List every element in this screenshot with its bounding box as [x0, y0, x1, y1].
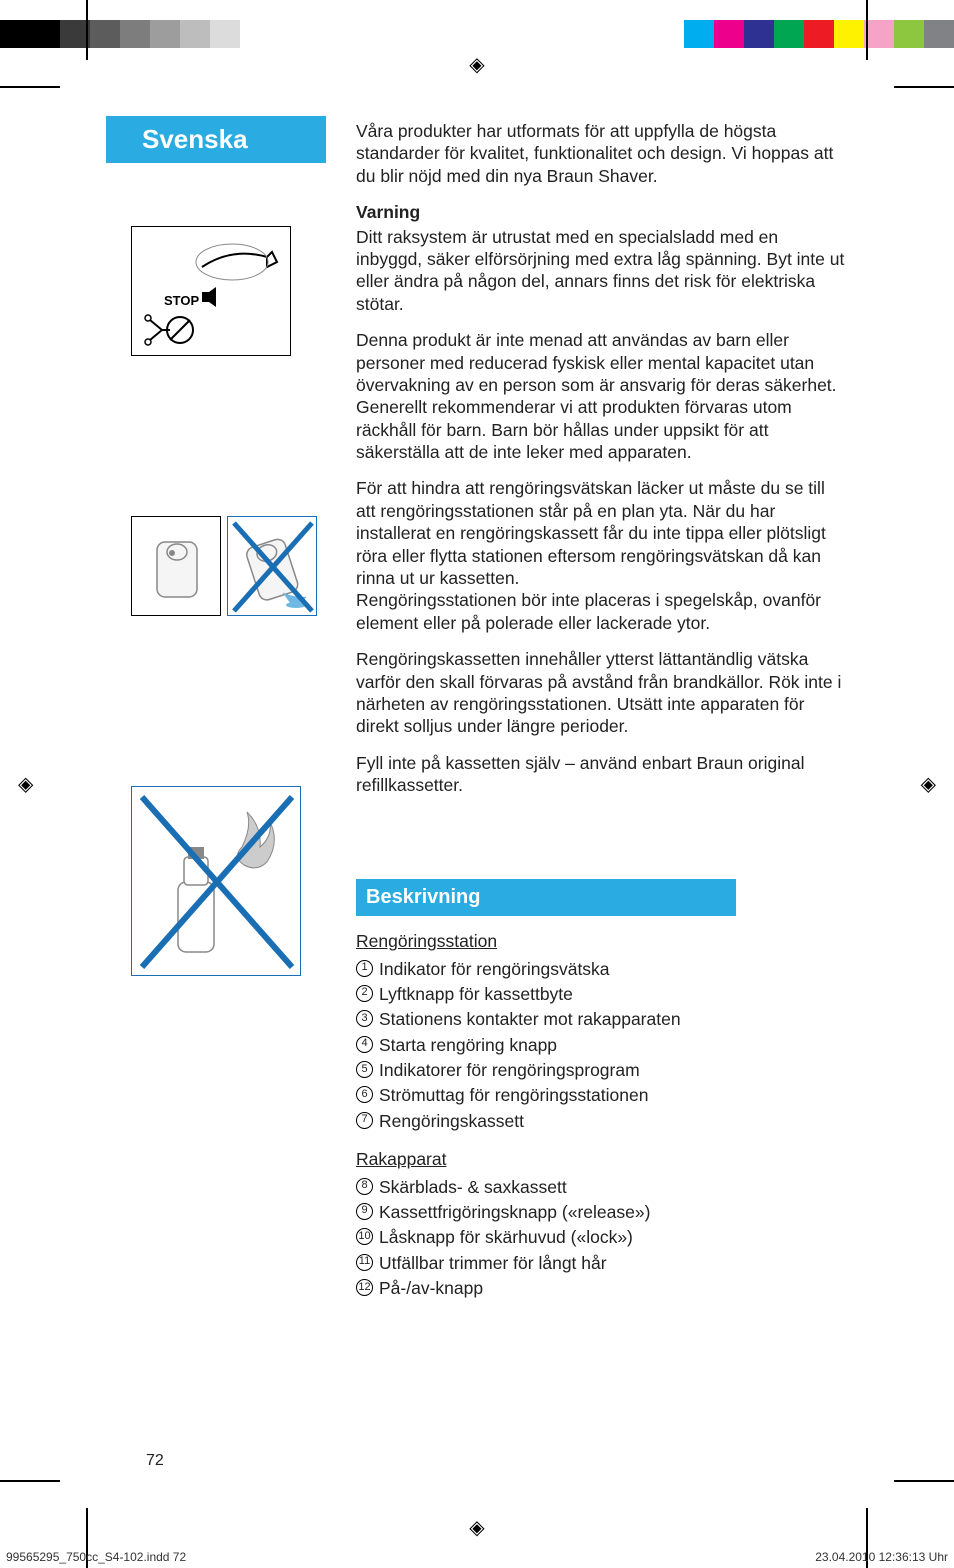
- circled-number-icon: 12: [356, 1279, 373, 1296]
- footer-filename: 99565295_750cc_S4-102.indd 72: [6, 1550, 186, 1564]
- color-chip: [894, 20, 924, 48]
- color-chip: [744, 20, 774, 48]
- body-text: Våra produkter har utformats för att upp…: [356, 120, 848, 1301]
- list-item-label: Stationens kontakter mot rakapparaten: [379, 1007, 681, 1032]
- circled-number-icon: 4: [356, 1036, 373, 1053]
- color-chip: [834, 20, 864, 48]
- registration-mark-icon: ◈: [469, 1515, 484, 1540]
- warning-heading: Varning: [356, 201, 848, 223]
- list-item: 3 Stationens kontakter mot rakapparaten: [356, 1007, 848, 1032]
- crop-mark: [894, 86, 954, 88]
- color-chip: [210, 20, 240, 48]
- color-chip: [774, 20, 804, 48]
- illustration-column: STOP: [131, 226, 331, 1016]
- color-chip: [924, 20, 954, 48]
- crop-mark: [86, 0, 88, 60]
- circled-number-icon: 7: [356, 1112, 373, 1129]
- list-item: 1 Indikator för rengöringsvätska: [356, 957, 848, 982]
- color-chip: [0, 20, 30, 48]
- subheading: Rakapparat: [356, 1148, 848, 1170]
- circled-number-icon: 3: [356, 1010, 373, 1027]
- language-header: Svenska: [106, 116, 326, 163]
- color-chip: [150, 20, 180, 48]
- warning-paragraph: Ditt raksystem är utrustat med en specia…: [356, 226, 848, 316]
- circled-number-icon: 6: [356, 1086, 373, 1103]
- crop-mark: [866, 0, 868, 60]
- footer-timestamp: 23.04.2010 12:36:13 Uhr: [815, 1550, 948, 1564]
- circled-number-icon: 2: [356, 985, 373, 1002]
- list-item: 7 Rengöringskassett: [356, 1109, 848, 1134]
- list-item: 9 Kassettfrigöringsknapp («release»): [356, 1200, 848, 1225]
- list-item-label: Strömuttag för rengöringsstationen: [379, 1083, 648, 1108]
- list-item-label: Skärblads- & saxkassett: [379, 1175, 567, 1200]
- color-chip: [714, 20, 744, 48]
- list-item-label: Lyftknapp för kassettbyte: [379, 982, 573, 1007]
- warning-paragraph: Fyll inte på kassetten själv – använd en…: [356, 752, 848, 797]
- section-heading: Beskrivning: [356, 879, 736, 917]
- list-item-label: Låsknapp för skärhuvud («lock»): [379, 1225, 633, 1250]
- crop-mark: [894, 1480, 954, 1482]
- registration-mark-icon: ◈: [18, 772, 33, 797]
- color-chip: [240, 20, 270, 48]
- print-color-bar: [0, 20, 954, 48]
- registration-mark-icon: ◈: [469, 52, 484, 77]
- page-content: Svenska STOP: [86, 86, 868, 1482]
- list-item: 6 Strömuttag för rengöringsstationen: [356, 1083, 848, 1108]
- warning-paragraph: Denna produkt är inte menad att användas…: [356, 329, 848, 463]
- list-item-label: Indikatorer för rengöringsprogram: [379, 1058, 640, 1083]
- list-item-label: Starta rengöring knapp: [379, 1033, 557, 1058]
- crop-mark: [0, 86, 60, 88]
- color-chip: [804, 20, 834, 48]
- description-list-shaver: 8 Skärblads- & saxkassett 9 Kassettfrigörin…: [356, 1175, 848, 1302]
- list-item-label: Utfällbar trimmer för långt hår: [379, 1251, 607, 1276]
- circled-number-icon: 8: [356, 1178, 373, 1195]
- list-item: 5 Indikatorer för rengöringsprogram: [356, 1058, 848, 1083]
- crop-mark: [0, 1480, 60, 1482]
- list-item: 4 Starta rengöring knapp: [356, 1033, 848, 1058]
- circled-number-icon: 9: [356, 1203, 373, 1220]
- registration-mark-icon: ◈: [921, 772, 936, 797]
- color-chip: [180, 20, 210, 48]
- circled-number-icon: 11: [356, 1254, 373, 1271]
- color-chip: [120, 20, 150, 48]
- color-chip: [90, 20, 120, 48]
- color-chip: [864, 20, 894, 48]
- list-item: 12 På-/av-knapp: [356, 1276, 848, 1301]
- color-chip: [30, 20, 60, 48]
- list-item: 8 Skärblads- & saxkassett: [356, 1175, 848, 1200]
- circled-number-icon: 10: [356, 1228, 373, 1245]
- circled-number-icon: 5: [356, 1061, 373, 1078]
- list-item-label: Indikator för rengöringsvätska: [379, 957, 610, 982]
- list-item: 10 Låsknapp för skärhuvud («lock»): [356, 1225, 848, 1250]
- color-chip: [684, 20, 714, 48]
- list-item-label: Kassettfrigöringsknapp («release»): [379, 1200, 650, 1225]
- circled-number-icon: 1: [356, 960, 373, 977]
- list-item-label: Rengöringskassett: [379, 1109, 524, 1134]
- page-number: 72: [146, 1452, 164, 1470]
- intro-text: Våra produkter har utformats för att upp…: [356, 120, 848, 187]
- list-item: 2 Lyftknapp för kassettbyte: [356, 982, 848, 1007]
- list-item: 11 Utfällbar trimmer för långt hår: [356, 1251, 848, 1276]
- list-item-label: På-/av-knapp: [379, 1276, 483, 1301]
- warning-illustration-stop: STOP: [131, 226, 291, 356]
- warning-paragraph: Rengöringskassetten innehåller ytterst l…: [356, 648, 848, 738]
- subheading: Rengöringsstation: [356, 930, 848, 952]
- warning-illustration-tilt: [131, 516, 331, 616]
- stop-label: STOP: [164, 293, 199, 308]
- description-list-station: 1 Indikator för rengöringsvätska 2 Lyftknap…: [356, 957, 848, 1135]
- warning-paragraph: För att hindra att rengöringsvätskan läc…: [356, 477, 848, 634]
- warning-illustration-fire: [131, 786, 301, 976]
